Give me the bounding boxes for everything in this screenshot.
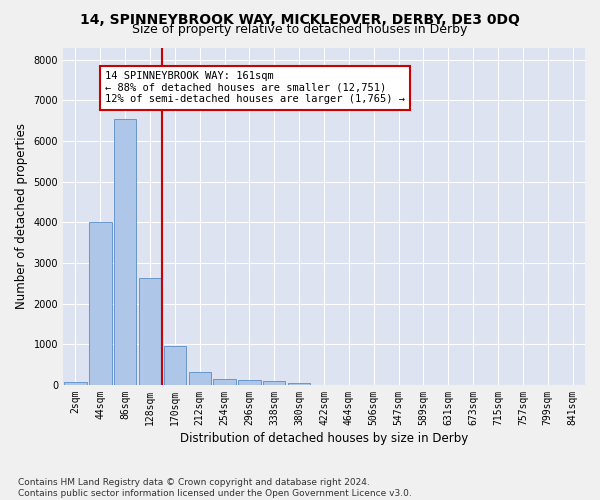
- Bar: [288, 382, 310, 385]
- Bar: [214, 380, 236, 385]
- Bar: [139, 278, 161, 385]
- Bar: [64, 382, 86, 385]
- Bar: [164, 346, 186, 385]
- Text: Contains HM Land Registry data © Crown copyright and database right 2024.
Contai: Contains HM Land Registry data © Crown c…: [18, 478, 412, 498]
- Text: 14, SPINNEYBROOK WAY, MICKLEOVER, DERBY, DE3 0DQ: 14, SPINNEYBROOK WAY, MICKLEOVER, DERBY,…: [80, 12, 520, 26]
- Text: 14 SPINNEYBROOK WAY: 161sqm
← 88% of detached houses are smaller (12,751)
12% of: 14 SPINNEYBROOK WAY: 161sqm ← 88% of det…: [105, 71, 405, 104]
- Bar: [238, 380, 260, 385]
- Y-axis label: Number of detached properties: Number of detached properties: [15, 123, 28, 309]
- Bar: [89, 222, 112, 385]
- Bar: [263, 382, 286, 385]
- Text: Size of property relative to detached houses in Derby: Size of property relative to detached ho…: [133, 22, 467, 36]
- Bar: [188, 372, 211, 385]
- X-axis label: Distribution of detached houses by size in Derby: Distribution of detached houses by size …: [180, 432, 468, 445]
- Bar: [114, 118, 136, 385]
